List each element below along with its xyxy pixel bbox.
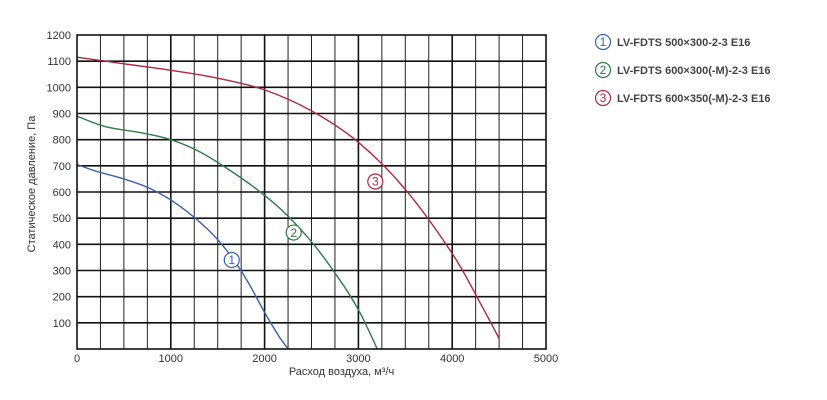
x-tick-label: 0	[74, 353, 80, 365]
x-axis-title: Расход воздуха, м³/ч	[289, 366, 394, 378]
y-tick-label: 500	[53, 213, 71, 225]
y-axis-ticks: 100 200 300 400 500 600 700 800 900 1000 1100 1200	[47, 30, 71, 330]
y-tick-label: 1200	[47, 30, 71, 42]
x-tick-label: 5000	[534, 353, 558, 365]
series-marker-label-1: 1	[228, 253, 235, 267]
x-tick-label: 3000	[346, 353, 370, 365]
legend: 1 LV-FDTS 500×300-2-3 E16 2 LV-FDTS 600×300…	[594, 33, 771, 107]
series-marker-2	[285, 224, 302, 241]
series-line-1	[76, 163, 289, 350]
legend-label-2: LV-FDTS 600×300(-M)-2-3 E16	[617, 65, 771, 77]
series-marker-1	[223, 251, 240, 269]
legend-marker-1	[594, 33, 612, 51]
legend-label-3: LV-FDTS 600×350(-M)-2-3 E16	[617, 93, 771, 105]
plot-frame	[76, 34, 547, 350]
y-tick-label: 700	[53, 161, 71, 173]
series-marker-label-2: 2	[290, 226, 297, 240]
legend-label-1: LV-FDTS 500×300-2-3 E16	[617, 37, 750, 49]
y-tick-label: 900	[53, 109, 71, 121]
legend-marker-label-1: 1	[600, 35, 607, 49]
legend-marker-label-2: 2	[600, 63, 607, 77]
x-tick-label: 1000	[159, 353, 183, 365]
x-tick-label: 4000	[440, 353, 464, 365]
y-tick-label: 400	[53, 239, 71, 251]
series-line-2	[76, 115, 378, 350]
legend-marker-3	[594, 89, 612, 107]
y-axis-title: Статическое давление, Па	[26, 115, 38, 253]
series-marker-3	[367, 173, 384, 190]
major-grid	[77, 35, 546, 349]
x-tick-label: 2000	[252, 353, 276, 365]
y-tick-label: 600	[53, 187, 71, 199]
x-axis-ticks: 0 1000 2000 3000 4000 5000	[74, 353, 558, 365]
series-curves	[76, 56, 500, 350]
series-markers: 1 2 3	[223, 173, 384, 269]
y-tick-label: 200	[53, 292, 71, 304]
series-line-3	[76, 56, 500, 339]
y-tick-label: 100	[53, 318, 71, 330]
legend-marker-label-3: 3	[600, 91, 607, 105]
legend-marker-2	[594, 61, 612, 79]
y-tick-label: 1000	[47, 82, 71, 94]
series-marker-label-3: 3	[372, 175, 379, 189]
y-tick-label: 1100	[47, 56, 71, 68]
y-tick-label: 800	[53, 135, 71, 147]
y-tick-label: 300	[53, 266, 71, 278]
